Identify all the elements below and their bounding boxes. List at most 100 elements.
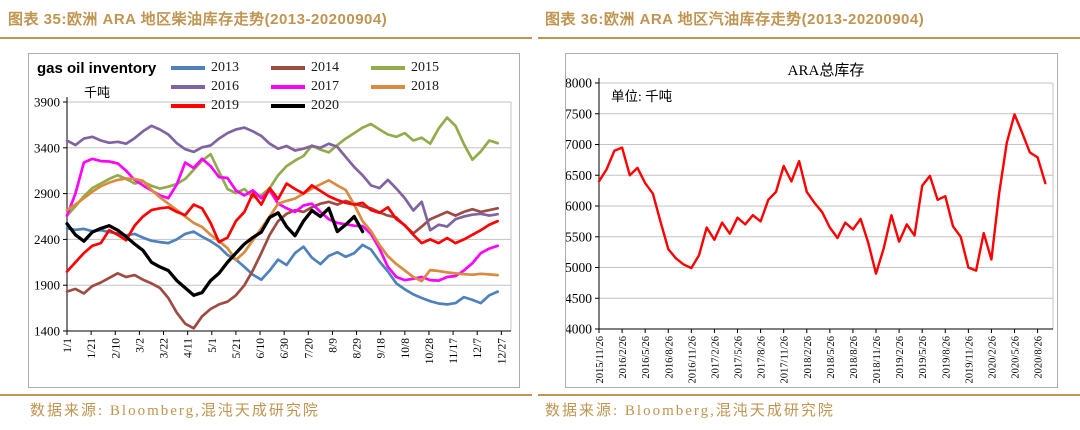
x-tick-label: 2020/5/26: [1011, 336, 1022, 379]
legend-item-2020: 2020: [271, 99, 339, 113]
x-tick-label: 6/30: [279, 338, 291, 359]
x-tick-label: 2018/8/26: [849, 336, 860, 379]
series-line-2019: [65, 182, 500, 273]
legend-item-2013: 2013: [171, 61, 239, 75]
x-tick-label: 1/1: [62, 338, 74, 353]
series-line-2013: [65, 227, 500, 306]
legend-swatch: [371, 66, 405, 70]
legend-swatch: [271, 104, 305, 108]
x-tick-label: 2018/5/26: [826, 336, 837, 379]
x-tick-label: 2016/8/26: [664, 336, 675, 379]
y-tick-label: 5500: [566, 229, 592, 244]
y-tick-label: 7500: [566, 106, 592, 121]
y-tick-label: 7000: [566, 137, 592, 152]
series-line-2020: [65, 206, 365, 297]
x-tick-label: 2019/8/26: [941, 336, 952, 379]
x-tick-label: 12/7: [472, 338, 484, 359]
y-tick-label: 6500: [566, 168, 592, 183]
diesel-chart-area: 3900 3400 2900 2400 1900 1400 1/1 1/21 2/10 3/2 3/…: [28, 53, 520, 388]
x-tick-label: 4/11: [183, 338, 195, 358]
heading-rule: [0, 37, 532, 39]
legend-swatch: [171, 104, 205, 108]
x-tick-label: 2/10: [110, 338, 122, 359]
source-rule: [538, 394, 1080, 396]
y-tick-label: 4500: [566, 291, 592, 306]
heading-rule: [538, 37, 1080, 39]
gasoline-chart-title: ARA总库存: [787, 63, 865, 79]
x-tick-label: 6/10: [255, 338, 267, 359]
legend-label: 2017: [311, 79, 339, 94]
x-tick-label: 1/21: [86, 338, 98, 359]
y-tick-label: 1900: [34, 278, 60, 293]
y-tick-label: 6000: [566, 199, 592, 214]
x-tick-label: 2017/8/26: [757, 336, 768, 379]
x-tick-label: 2017/2/26: [710, 336, 721, 379]
series-line-2016: [65, 124, 500, 232]
panel-gasoline: 图表 36:欧洲 ARA 地区汽油库存走势(2013-20200904) 800…: [538, 0, 1080, 430]
gasoline-chart-area: 8000 7500 7000 6500 6000 5500 5000 4500 4000 2015…: [565, 53, 1058, 388]
gasoline-unit-label: 单位: 千吨: [611, 89, 673, 104]
legend-item-2018: 2018: [371, 80, 439, 94]
x-tick-label: 2016/2/26: [618, 336, 629, 379]
y-tick-label: 1400: [34, 324, 60, 339]
legend-label: 2018: [411, 79, 439, 94]
x-tick-label: 10/28: [424, 338, 436, 364]
legend-label: 2015: [411, 60, 439, 75]
x-tick-label: 5/1: [207, 338, 219, 353]
x-tick-label: 10/8: [400, 338, 412, 359]
y-tick-label: 8000: [566, 76, 592, 91]
series-line-ARA总库存: [597, 113, 1047, 275]
x-tick-label: 2019/11/26: [964, 336, 975, 383]
y-tick-label: 3400: [34, 140, 60, 155]
y-tick-label: 4000: [566, 322, 592, 337]
x-tick-label: 2016/11/26: [687, 336, 698, 383]
y-tick-label: 2400: [34, 232, 60, 247]
x-tick-label: 2019/5/26: [918, 336, 929, 379]
legend-swatch: [371, 85, 405, 89]
legend-swatch: [271, 66, 305, 70]
x-tick-label: 8/29: [352, 338, 364, 359]
series-line-2017: [65, 157, 500, 282]
x-tick-label: 2017/11/26: [780, 336, 791, 383]
source-rule: [0, 394, 532, 396]
gasoline-chart-svg: 8000 7500 7000 6500 6000 5500 5000 4500 40002015…: [566, 76, 1054, 383]
y-tick-label: 3900: [34, 95, 60, 110]
legend-label: 2019: [211, 98, 239, 113]
legend-item-2016: 2016: [171, 80, 239, 94]
panel-diesel: 图表 35:欧洲 ARA 地区柴油库存走势(2013-20200904) 390…: [0, 0, 532, 430]
chart-heading-gasoline: 图表 36:欧洲 ARA 地区汽油库存走势(2013-20200904): [545, 11, 925, 28]
legend-item-2014: 2014: [271, 61, 339, 75]
legend-swatch: [171, 66, 205, 70]
legend-label: 2016: [211, 79, 239, 94]
legend-label: 2020: [311, 98, 339, 113]
legend-label: 2014: [311, 60, 339, 75]
legend-swatch: [271, 85, 305, 89]
x-tick-label: 2016/5/26: [641, 336, 652, 379]
x-tick-label: 3/2: [134, 338, 146, 353]
x-tick-label: 2017/5/26: [734, 336, 745, 379]
legend-item-2019: 2019: [171, 99, 239, 113]
source-note-diesel: 数据来源: Bloomberg,混沌天成研究院: [30, 403, 320, 419]
x-tick-label: 5/21: [231, 338, 243, 359]
chart-heading-diesel: 图表 35:欧洲 ARA 地区柴油库存走势(2013-20200904): [8, 11, 388, 28]
legend-item-2017: 2017: [271, 80, 339, 94]
diesel-chart-title: gas oil inventory: [37, 60, 157, 77]
x-tick-label: 8/9: [327, 338, 339, 353]
y-tick-label: 2900: [34, 186, 60, 201]
legend: 2013 2014 2015 2016 2017 2018 2019 2020: [171, 61, 439, 113]
x-tick-label: 2015/11/26: [595, 336, 606, 383]
source-note-gasoline: 数据来源: Bloomberg,混沌天成研究院: [545, 403, 835, 419]
x-tick-label: 7/20: [303, 338, 315, 359]
legend-label: 2013: [211, 60, 239, 75]
x-tick-label: 3/22: [159, 338, 171, 359]
diesel-unit-label: 千吨: [84, 85, 111, 100]
x-tick-label: 2018/11/26: [872, 336, 883, 383]
x-tick-label: 11/17: [448, 338, 460, 364]
x-tick-label: 9/18: [376, 338, 388, 359]
legend-swatch: [171, 85, 205, 89]
x-tick-label: 2020/2/26: [987, 336, 998, 379]
x-tick-label: 2020/8/26: [1034, 336, 1045, 379]
x-tick-label: 2019/2/26: [895, 336, 906, 379]
series-line-2018: [65, 177, 500, 283]
